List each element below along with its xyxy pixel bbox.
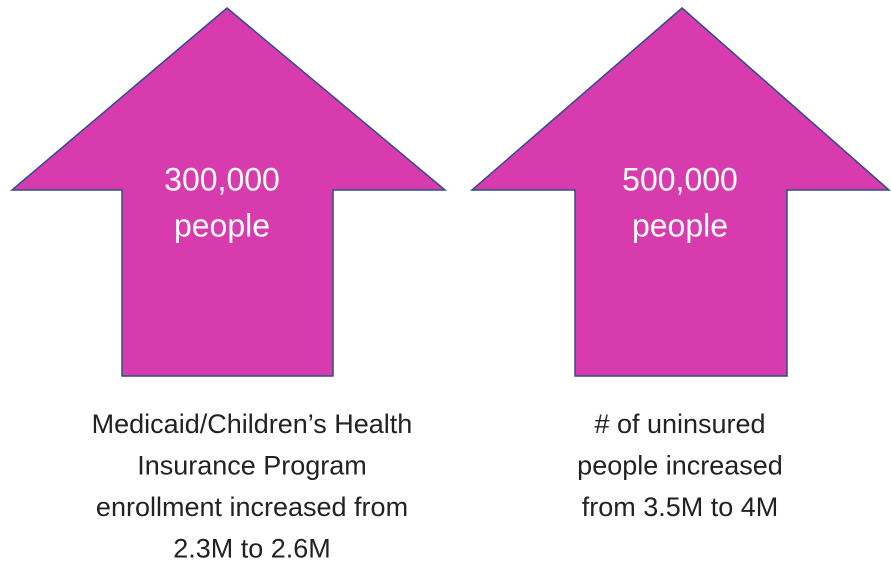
arrow-unit: people — [632, 207, 728, 243]
caption-line: 2.3M to 2.6M — [173, 534, 331, 564]
up-arrow — [469, 7, 891, 377]
arrow-value: 500,000 — [622, 161, 738, 197]
up-arrow — [9, 7, 448, 377]
arrow-value: 300,000 — [164, 161, 280, 197]
caption-line: Medicaid/Children’s Health — [92, 409, 413, 439]
caption-line: people increased — [577, 451, 783, 481]
caption-line: Insurance Program — [137, 451, 367, 481]
arrow-unit: people — [174, 207, 270, 243]
caption-line: enrollment increased from — [96, 492, 408, 522]
caption-line: # of uninsured — [594, 409, 765, 439]
caption-line: from 3.5M to 4M — [582, 492, 779, 522]
